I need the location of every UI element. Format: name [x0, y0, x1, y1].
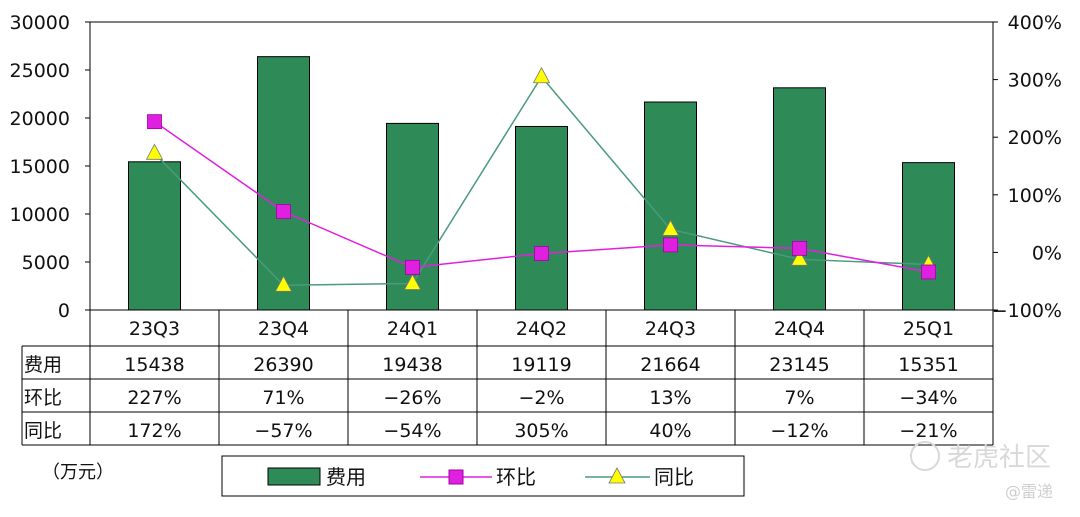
legend-label-yoy: 同比 — [654, 465, 694, 489]
data-label: −54% — [383, 420, 441, 442]
right-tick-label: 300% — [1008, 70, 1062, 92]
yoy-marker — [661, 219, 680, 236]
left-tick-label: 10000 — [10, 204, 70, 226]
data-label: 305% — [514, 420, 568, 442]
data-label: 23145 — [769, 354, 829, 376]
qoq-marker — [276, 204, 291, 219]
data-label: −57% — [254, 420, 312, 442]
right-tick-label: 200% — [1008, 127, 1062, 149]
legend-label-fee: 费用 — [326, 465, 366, 489]
category-label: 24Q4 — [774, 318, 825, 340]
right-tick-label: 100% — [1008, 185, 1062, 207]
qoq-marker — [792, 240, 807, 256]
qoq-marker — [921, 264, 936, 280]
left-tick-label: 25000 — [10, 60, 70, 82]
data-label: 227% — [127, 387, 181, 409]
qoq-marker — [534, 246, 549, 261]
yoy-marker — [403, 273, 422, 290]
bar-25Q1 — [902, 162, 955, 311]
left-tick-label: 15000 — [10, 156, 70, 178]
category-label: 24Q1 — [387, 318, 438, 340]
unit-label: （万元） — [42, 462, 114, 483]
bar-23Q3 — [128, 161, 181, 311]
left-tick-label: 0 — [58, 300, 70, 322]
watermark: 老虎社区 @雷递 — [910, 441, 1053, 501]
qoq-marker — [663, 237, 678, 253]
data-label: 15438 — [124, 354, 184, 376]
category-label: 24Q3 — [645, 318, 696, 340]
right-tick-label: 0% — [1032, 242, 1062, 264]
bar-24Q2 — [515, 125, 568, 311]
data-label: 71% — [262, 387, 304, 409]
right-tick-label: 400% — [1008, 12, 1062, 34]
data-label: −34% — [899, 387, 957, 409]
data-label: 13% — [649, 387, 691, 409]
data-label: 7% — [784, 387, 814, 409]
left-tick-label: 30000 — [10, 12, 70, 34]
data-label: 19119 — [511, 354, 571, 376]
data-label: 40% — [649, 420, 691, 442]
legend-label-qoq: 环比 — [496, 465, 536, 489]
legend-bar-key — [267, 467, 321, 486]
data-label: 19438 — [382, 354, 442, 376]
qoq-marker — [405, 259, 420, 275]
data-label: −26% — [383, 387, 441, 409]
watermark-sub: @雷递 — [1005, 482, 1053, 501]
data-label: 172% — [127, 420, 181, 442]
right-tick-label: −100% — [992, 300, 1062, 322]
category-label: 23Q3 — [129, 318, 180, 340]
row-header: 环比 — [24, 387, 62, 409]
data-label: 26390 — [253, 354, 313, 376]
category-label: 23Q4 — [258, 318, 309, 340]
legend-yoy-marker — [608, 467, 626, 484]
data-label: 21664 — [640, 354, 700, 376]
bar-24Q3 — [644, 101, 697, 311]
watermark-text: 老虎社区 — [947, 443, 1051, 473]
qoq-marker — [147, 114, 162, 130]
row-header: 费用 — [24, 354, 62, 376]
yoy-marker — [532, 66, 551, 84]
yoy-marker — [790, 249, 809, 266]
legend-qoq-marker — [448, 469, 464, 485]
bar-23Q4 — [257, 56, 310, 311]
category-label: 25Q1 — [903, 318, 954, 340]
data-label: 15351 — [898, 354, 958, 376]
category-label: 24Q2 — [516, 318, 567, 340]
yoy-marker — [274, 275, 293, 292]
row-header: 同比 — [24, 420, 62, 442]
yoy-marker — [145, 143, 164, 160]
legend-box — [221, 455, 745, 497]
data-label: −12% — [770, 420, 828, 442]
data-label: −21% — [899, 420, 957, 442]
watermark-logo-icon — [910, 441, 940, 471]
left-tick-label: 5000 — [22, 252, 70, 274]
left-tick-label: 20000 — [10, 108, 70, 130]
bar-24Q4 — [773, 87, 826, 311]
data-label: −2% — [518, 387, 564, 409]
